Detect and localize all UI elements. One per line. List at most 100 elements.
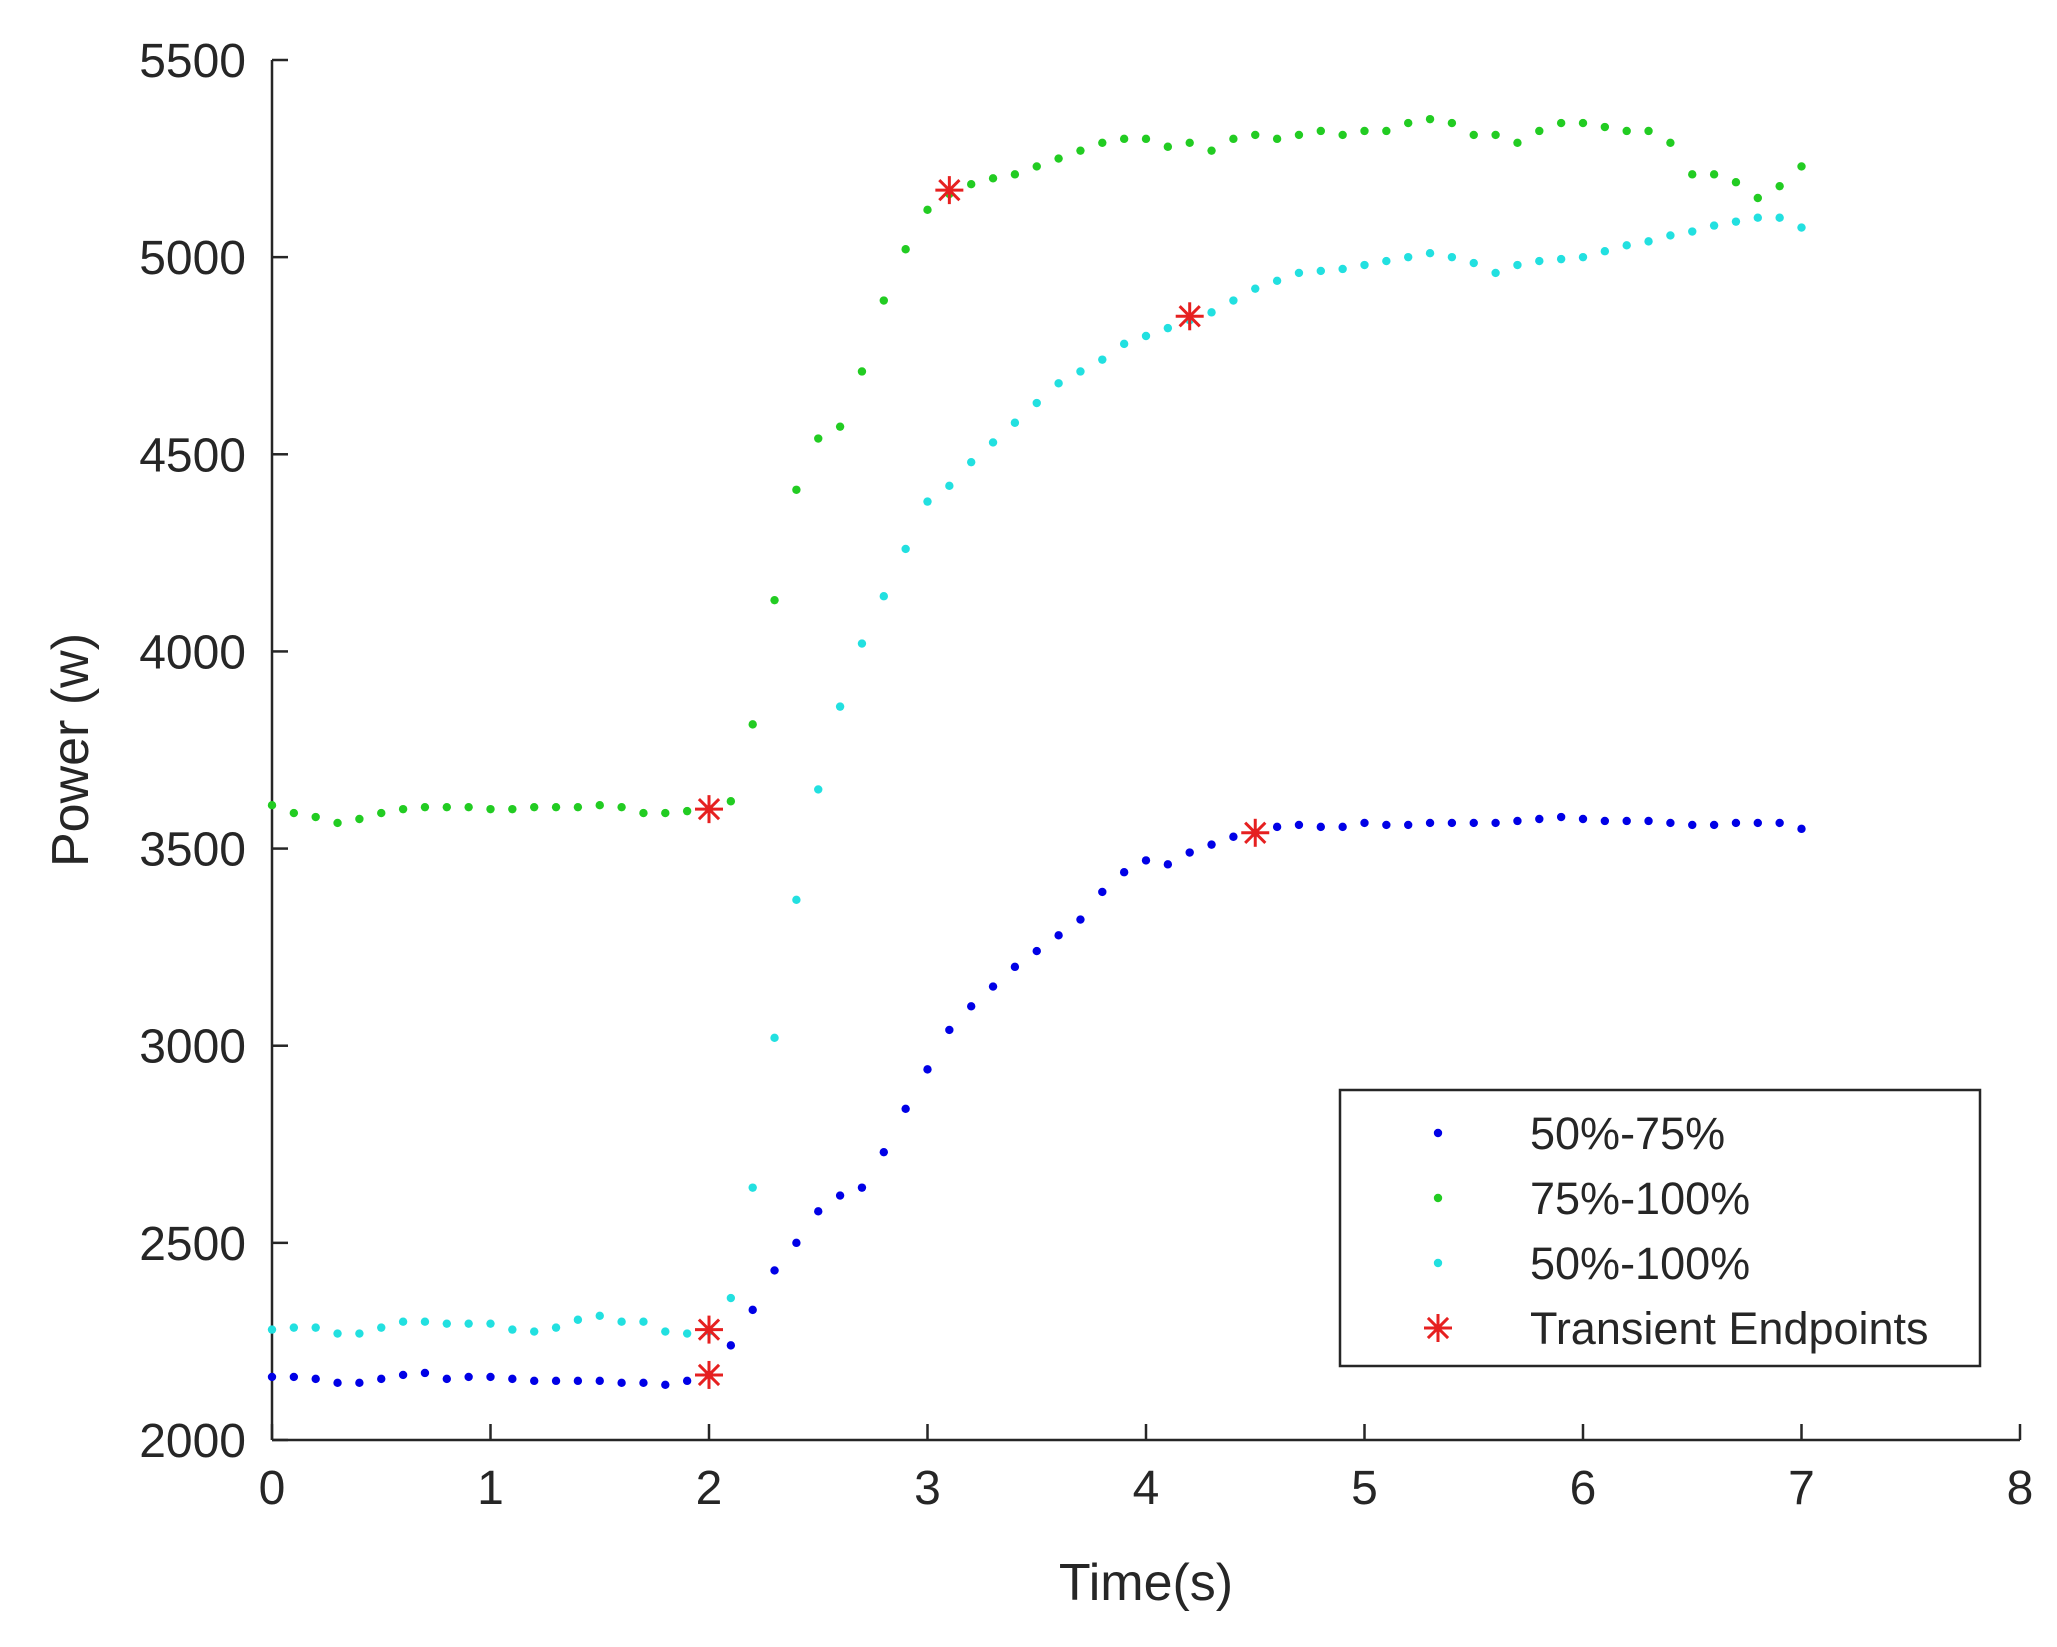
data-point-50pct-100pct bbox=[1709, 221, 1719, 230]
data-point-75pct-100pct bbox=[1491, 130, 1500, 140]
data-point-50pct-75pct bbox=[1010, 962, 1020, 972]
data-point-75pct-100pct bbox=[1207, 146, 1216, 155]
data-point-50pct-100pct bbox=[1425, 249, 1435, 258]
data-point-50pct-100pct bbox=[289, 1323, 299, 1332]
data-point-50pct-100pct bbox=[1207, 308, 1216, 317]
data-point-75pct-100pct bbox=[595, 801, 604, 810]
data-point-50pct-100pct bbox=[1600, 247, 1610, 256]
data-point-75pct-100pct bbox=[508, 804, 517, 814]
data-point-50pct-100pct bbox=[792, 895, 801, 905]
data-point-50pct-100pct bbox=[420, 1317, 430, 1326]
endpoint-marker bbox=[1175, 302, 1204, 331]
data-point-75pct-100pct bbox=[1753, 193, 1763, 203]
data-point-50pct-100pct bbox=[1294, 268, 1304, 278]
data-point-50pct-100pct bbox=[661, 1327, 670, 1336]
data-point-75pct-100pct bbox=[1010, 170, 1020, 179]
data-point-75pct-100pct bbox=[1404, 118, 1413, 128]
data-point-75pct-100pct bbox=[551, 802, 561, 812]
x-axis-title: Time(s) bbox=[1059, 1554, 1233, 1612]
data-point-50pct-75pct bbox=[508, 1374, 517, 1384]
legend-marker-asterisk bbox=[1424, 1314, 1452, 1342]
data-point-50pct-75pct bbox=[814, 1207, 823, 1216]
data-point-50pct-75pct bbox=[1469, 818, 1478, 828]
y-tick-label: 2500 bbox=[139, 1218, 246, 1271]
data-point-50pct-75pct bbox=[1229, 832, 1238, 841]
data-point-50pct-100pct bbox=[1578, 252, 1588, 262]
data-point-75pct-100pct bbox=[530, 802, 539, 812]
y-tick-label: 5000 bbox=[139, 232, 246, 285]
data-point-50pct-75pct bbox=[988, 982, 998, 991]
legend-label-50pct-100pct: 50%-100% bbox=[1530, 1238, 1750, 1289]
data-point-50pct-100pct bbox=[530, 1327, 539, 1336]
data-point-75pct-100pct bbox=[573, 802, 583, 812]
data-point-50pct-75pct bbox=[945, 1025, 954, 1035]
data-point-75pct-100pct bbox=[835, 422, 845, 431]
data-point-50pct-75pct bbox=[748, 1305, 757, 1315]
x-tick-label: 3 bbox=[914, 1462, 941, 1515]
data-point-50pct-100pct bbox=[1404, 252, 1413, 262]
x-tick-label: 6 bbox=[1570, 1462, 1597, 1515]
data-point-75pct-100pct bbox=[1775, 181, 1784, 191]
data-point-50pct-100pct bbox=[901, 544, 910, 554]
data-point-75pct-100pct bbox=[770, 595, 779, 605]
data-point-75pct-100pct bbox=[1119, 134, 1129, 144]
data-point-50pct-100pct bbox=[945, 481, 954, 491]
series-75pct-100pct bbox=[267, 114, 1806, 828]
data-point-50pct-100pct bbox=[1688, 227, 1697, 236]
data-point-75pct-100pct bbox=[1469, 130, 1478, 140]
data-point-50pct-75pct bbox=[573, 1376, 583, 1386]
data-point-50pct-100pct bbox=[814, 785, 823, 794]
data-point-50pct-75pct bbox=[1644, 816, 1653, 826]
x-tick-label: 2 bbox=[696, 1462, 723, 1515]
data-point-75pct-100pct bbox=[1054, 154, 1063, 163]
data-point-50pct-100pct bbox=[355, 1329, 364, 1338]
data-point-50pct-75pct bbox=[967, 1002, 976, 1011]
x-tick-label: 8 bbox=[2007, 1462, 2034, 1515]
data-point-50pct-100pct bbox=[1163, 323, 1173, 333]
data-point-75pct-100pct bbox=[923, 205, 932, 215]
data-point-75pct-100pct bbox=[1556, 118, 1566, 128]
data-point-50pct-100pct bbox=[595, 1311, 604, 1321]
data-point-50pct-100pct bbox=[1775, 213, 1784, 222]
y-axis-title: Power (w) bbox=[42, 633, 100, 867]
data-point-75pct-100pct bbox=[814, 434, 823, 443]
data-point-50pct-100pct bbox=[1382, 256, 1391, 266]
data-point-50pct-75pct bbox=[267, 1372, 277, 1382]
data-point-50pct-100pct bbox=[748, 1183, 757, 1192]
data-point-75pct-100pct bbox=[1600, 122, 1610, 132]
legend-label-50pct-75pct: 50%-75% bbox=[1530, 1108, 1725, 1159]
data-point-50pct-100pct bbox=[1622, 241, 1631, 250]
data-point-50pct-75pct bbox=[1032, 946, 1041, 956]
data-point-50pct-100pct bbox=[377, 1323, 386, 1332]
x-tick-label: 1 bbox=[477, 1462, 504, 1515]
data-point-50pct-75pct bbox=[1316, 822, 1326, 832]
data-point-75pct-100pct bbox=[1797, 162, 1806, 171]
data-point-50pct-100pct bbox=[1316, 266, 1326, 276]
data-point-75pct-100pct bbox=[1076, 146, 1085, 155]
data-point-50pct-100pct bbox=[1491, 268, 1500, 278]
data-point-50pct-100pct bbox=[726, 1293, 736, 1303]
data-point-75pct-100pct bbox=[682, 806, 692, 816]
data-point-75pct-100pct bbox=[1163, 142, 1173, 151]
data-point-75pct-100pct bbox=[1272, 134, 1282, 144]
data-point-50pct-100pct bbox=[311, 1323, 320, 1332]
data-point-75pct-100pct bbox=[267, 801, 277, 810]
y-tick-label: 3000 bbox=[139, 1021, 246, 1074]
y-tick-label: 2000 bbox=[139, 1415, 246, 1468]
data-point-50pct-100pct bbox=[1032, 398, 1041, 408]
data-point-75pct-100pct bbox=[1316, 126, 1326, 136]
data-point-50pct-75pct bbox=[1775, 818, 1784, 828]
data-point-75pct-100pct bbox=[1731, 178, 1741, 187]
data-point-50pct-100pct bbox=[682, 1329, 692, 1338]
data-point-75pct-100pct bbox=[639, 808, 648, 818]
data-point-50pct-100pct bbox=[333, 1329, 342, 1338]
data-point-50pct-75pct bbox=[682, 1376, 692, 1386]
data-point-50pct-75pct bbox=[1535, 814, 1544, 824]
data-point-50pct-75pct bbox=[1600, 816, 1610, 826]
data-point-50pct-100pct bbox=[1119, 339, 1129, 349]
series-50pct-100pct bbox=[267, 213, 1806, 1338]
data-point-50pct-75pct bbox=[1797, 824, 1806, 834]
data-point-75pct-100pct bbox=[464, 802, 473, 812]
x-tick-label: 7 bbox=[1788, 1462, 1815, 1515]
data-point-50pct-75pct bbox=[770, 1266, 779, 1275]
